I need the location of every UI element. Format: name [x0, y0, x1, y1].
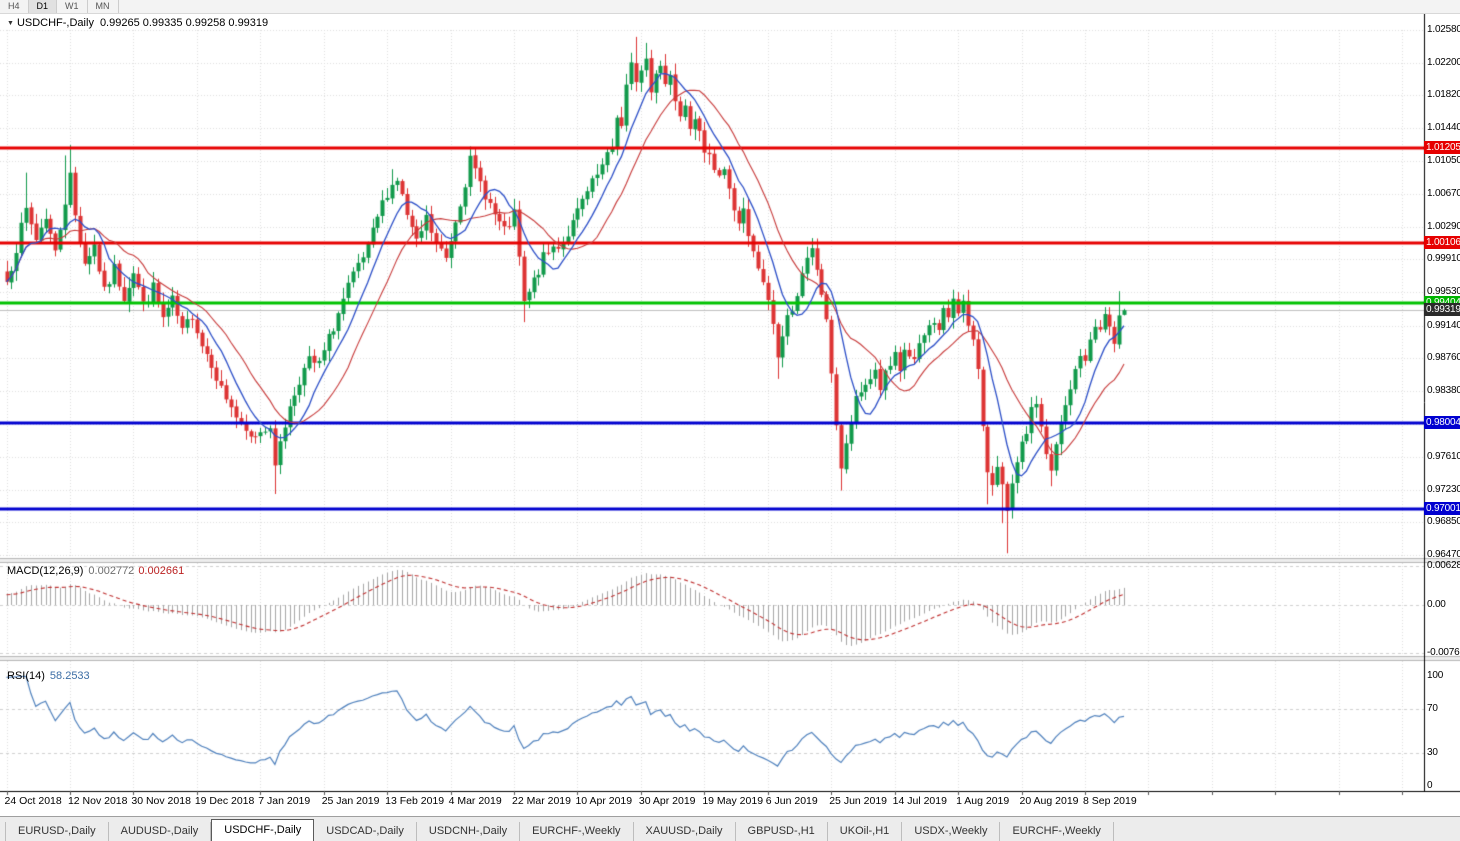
price-scale-tick: 0.97610: [1427, 451, 1460, 463]
price-scale-tick: 0.98760: [1427, 352, 1460, 364]
chart-ohlc-values: 0.99265 0.99335 0.99258 0.99319: [99, 17, 269, 29]
timeframe-button-h4[interactable]: H4: [0, 0, 29, 13]
timeframe-button-d1[interactable]: D1: [28, 0, 58, 13]
chart-tab-gbpusd-h1[interactable]: GBPUSD-,H1: [736, 822, 828, 841]
price-scale-tick: 0.99910: [1427, 253, 1460, 265]
time-scale-label: 25 Jan 2019: [321, 795, 380, 807]
price-scale-tick: 1.02580: [1427, 24, 1460, 35]
chart-tab-ukoil-h1[interactable]: UKOil-,H1: [828, 822, 903, 841]
time-scale-label: 7 Jan 2019: [258, 795, 311, 807]
chart-tab-usdcad-daily[interactable]: USDCAD-,Daily: [314, 822, 417, 841]
price-scale-tick: 0.99530: [1427, 286, 1460, 298]
price-scale-tick: 1.01440: [1427, 121, 1460, 133]
time-scale-label: 1 Aug 2019: [956, 795, 1010, 807]
price-scale-tick: 1.01820: [1427, 89, 1460, 101]
rsi-scale-tick: 0: [1427, 780, 1433, 791]
time-scale-label: 19 Dec 2018: [194, 795, 255, 807]
macd-name: MACD(12,26,9): [7, 565, 84, 577]
time-scale-label: 12 Nov 2018: [67, 795, 128, 807]
level-price-badge: 0.98004: [1424, 416, 1460, 430]
chart-tab-audusd-daily[interactable]: AUDUSD-,Daily: [109, 822, 212, 841]
macd-main-value: 0.002772: [88, 565, 135, 577]
time-scale-label: 24 Oct 2018: [4, 795, 62, 807]
price-chart-canvas[interactable]: [0, 14, 1460, 816]
chart-tab-usdcnh-daily[interactable]: USDCNH-,Daily: [417, 822, 521, 841]
price-scale-tick: 0.98380: [1427, 384, 1460, 396]
chart-tab-eurchf-weekly[interactable]: EURCHF-,Weekly: [520, 822, 634, 841]
time-scale-label: 30 Apr 2019: [638, 795, 696, 807]
chart-window: ▼ USDCHF-,Daily 0.99265 0.99335 0.99258 0.…: [0, 14, 1460, 816]
chart-tab-usdx-weekly[interactable]: USDX-,Weekly: [902, 822, 1001, 841]
chart-tab-usdchf-daily[interactable]: USDCHF-,Daily: [211, 819, 315, 841]
price-scale-tick: 1.01050: [1427, 155, 1460, 167]
rsi-name: RSI(14): [7, 670, 45, 682]
macd-indicator-label: MACD(12,26,9) 0.002772 0.002661: [7, 565, 184, 577]
current-price-badge: 0.99319: [1424, 303, 1460, 317]
timeframe-button-w1[interactable]: W1: [57, 0, 88, 13]
macd-scale-tick: 0.006286: [1427, 559, 1460, 571]
level-price-badge: 1.00106: [1424, 235, 1460, 249]
rsi-value: 58.2533: [49, 670, 90, 682]
price-scale-tick: 0.96850: [1427, 516, 1460, 528]
time-scale-label: 22 Mar 2019: [512, 795, 571, 807]
time-scale-label: 14 Jul 2019: [892, 795, 947, 807]
rsi-indicator-label: RSI(14) 58.2533: [7, 670, 90, 682]
price-scale-tick: 0.97230: [1427, 483, 1460, 495]
macd-scale-tick: 0.00: [1427, 599, 1446, 610]
time-scale-label: 20 Aug 2019: [1019, 795, 1079, 807]
level-price-badge: 1.01205: [1424, 141, 1460, 155]
price-scale-tick: 1.00290: [1427, 220, 1460, 232]
macd-signal-value: 0.002661: [138, 565, 185, 577]
chart-tab-xauusd-daily[interactable]: XAUUSD-,Daily: [634, 822, 736, 841]
price-scale-tick: 0.96470: [1427, 548, 1460, 560]
rsi-scale-tick: 100: [1427, 670, 1444, 681]
time-scale-label: 13 Feb 2019: [385, 795, 445, 807]
rsi-scale-tick: 30: [1427, 747, 1438, 758]
time-scale-label: 30 Nov 2018: [131, 795, 191, 807]
time-scale-label: 4 Mar 2019: [448, 795, 502, 807]
chart-title: ▼ USDCHF-,Daily 0.99265 0.99335 0.99258 0.…: [7, 17, 268, 29]
price-scale-tick: 1.00670: [1427, 188, 1460, 200]
time-scale-label: 10 Apr 2019: [575, 795, 633, 807]
rsi-scale-tick: 70: [1427, 703, 1438, 714]
time-scale-label: 19 May 2019: [702, 795, 764, 807]
price-scale-tick: 1.02200: [1427, 56, 1460, 68]
time-scale-label: 25 Jun 2019: [829, 795, 888, 807]
timeframe-toolbar: H4 D1 W1 MN: [0, 0, 1460, 14]
time-scale-label: 8 Sep 2019: [1082, 795, 1137, 807]
time-scale-label: 6 Jun 2019: [765, 795, 818, 807]
chart-menu-triangle-icon[interactable]: ▼: [7, 20, 14, 27]
timeframe-button-mn[interactable]: MN: [88, 0, 119, 13]
chart-tab-eurusd-daily[interactable]: EURUSD-,Daily: [5, 822, 109, 841]
chart-symbol-label: USDCHF-,Daily: [16, 17, 94, 29]
macd-scale-tick: -0.00762: [1427, 646, 1460, 658]
level-price-badge: 0.97001: [1424, 502, 1460, 516]
chart-tab-bar: EURUSD-,Daily AUDUSD-,Daily USDCHF-,Daily U…: [0, 816, 1460, 841]
price-scale-tick: 0.99140: [1427, 319, 1460, 331]
chart-tab-eurchf-weekly[interactable]: EURCHF-,Weekly: [1000, 822, 1114, 841]
